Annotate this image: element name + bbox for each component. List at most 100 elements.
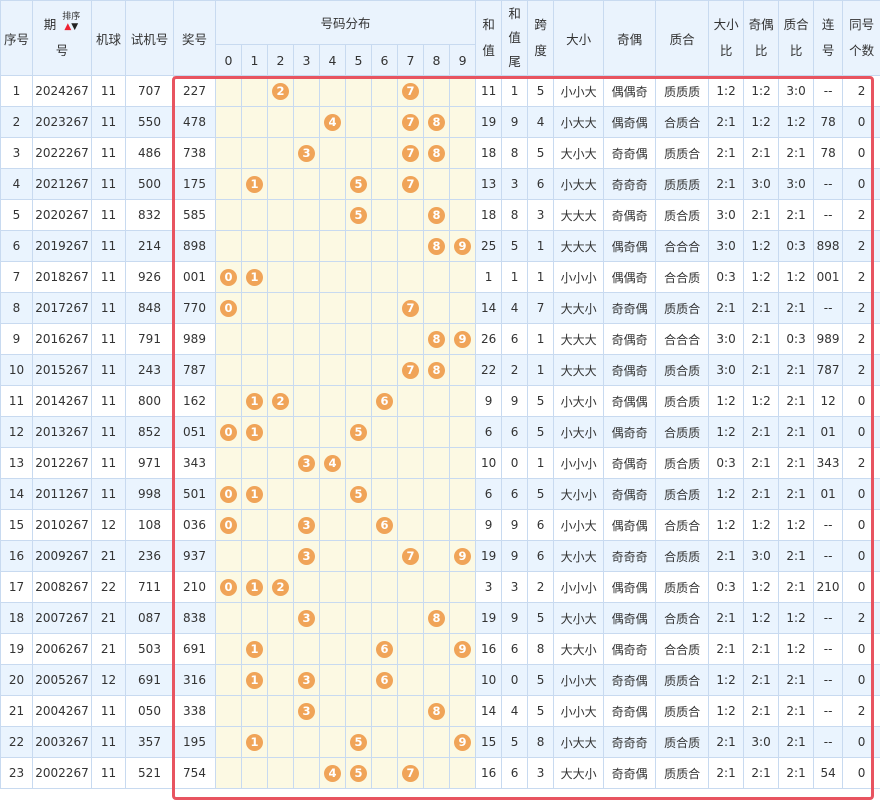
- cell-same: 2: [842, 447, 880, 479]
- dist-cell-7: 7: [397, 354, 424, 386]
- digit-ball: 4: [324, 113, 341, 131]
- cell-bs: 小小大: [553, 509, 605, 541]
- cell-consec: --: [813, 199, 844, 231]
- cell-span: 1: [527, 354, 555, 386]
- cell-same: 2: [842, 695, 880, 727]
- dist-cell-3: [293, 323, 320, 355]
- cell-trial: 243: [125, 354, 174, 386]
- cell-consec: 343: [813, 447, 844, 479]
- header-issue[interactable]: 期 排序 ▲▼ 号: [32, 0, 92, 76]
- dist-cell-0: [215, 106, 242, 138]
- cell-oer: 2:1: [743, 292, 780, 324]
- cell-sum: 19: [475, 602, 503, 634]
- dist-cell-2: [267, 416, 294, 448]
- digit-ball: 5: [350, 175, 367, 193]
- dist-cell-4: [319, 540, 346, 572]
- cell-oer: 1:2: [743, 571, 780, 603]
- cell-prize: 343: [173, 447, 216, 479]
- cell-same: 0: [842, 106, 880, 138]
- dist-cell-2: [267, 292, 294, 324]
- cell-pcr: 2:1: [778, 292, 815, 324]
- cell-span: 5: [527, 664, 555, 696]
- sort-down-icon: ▼: [71, 22, 79, 32]
- dist-cell-4: [319, 385, 346, 417]
- cell-machine: 11: [91, 106, 126, 138]
- dist-cell-6: [371, 447, 398, 479]
- dist-cell-2: [267, 199, 294, 231]
- cell-span: 3: [527, 757, 555, 789]
- dist-cell-3: [293, 757, 320, 789]
- dist-cell-0: [215, 354, 242, 386]
- cell-prize: 691: [173, 633, 216, 665]
- dist-cell-2: [267, 726, 294, 758]
- table-row: 20 2005267 12 691 316 1 3 6 10 0 5 小小大 奇奇偶 质质合 1:2 2:1 2…: [0, 664, 880, 696]
- cell-pc: 合质合: [655, 602, 710, 634]
- sort-toggle[interactable]: 排序 ▲▼: [62, 12, 81, 32]
- cell-bsr: 1:2: [708, 385, 745, 417]
- dist-cell-1: [241, 540, 268, 572]
- cell-bs: 小小大: [553, 75, 605, 107]
- cell-pc: 合质质: [655, 540, 710, 572]
- cell-machine: 11: [91, 323, 126, 355]
- dist-cell-5: 5: [345, 757, 372, 789]
- digit-ball: 1: [246, 268, 263, 286]
- dist-cell-1: 1: [241, 726, 268, 758]
- cell-same: 0: [842, 478, 880, 510]
- header-digit-5: 5: [345, 44, 372, 76]
- dist-cell-5: [345, 602, 372, 634]
- cell-machine: 11: [91, 199, 126, 231]
- header-span: 跨度: [527, 0, 555, 76]
- dist-cell-9: [448, 757, 477, 789]
- cell-consec: --: [813, 633, 844, 665]
- dist-cell-6: [371, 416, 398, 448]
- cell-bsr: 2:1: [708, 106, 745, 138]
- digit-ball: 3: [298, 144, 315, 162]
- cell-sum: 18: [475, 199, 503, 231]
- cell-prize: 754: [173, 757, 216, 789]
- cell-trial: 503: [125, 633, 174, 665]
- cell-consec: 898: [813, 230, 844, 262]
- digit-ball: 8: [428, 206, 445, 224]
- cell-span: 5: [527, 416, 555, 448]
- cell-pcr: 2:1: [778, 478, 815, 510]
- cell-pc: 质质质: [655, 168, 710, 200]
- dist-cell-6: 6: [371, 633, 398, 665]
- digit-ball: 3: [298, 702, 315, 720]
- dist-cell-8: [423, 540, 450, 572]
- digit-ball: 1: [246, 733, 263, 751]
- table-row: 21 2004267 11 050 338 3 8 14 4 5 小小大 奇奇偶 质质合 1:2 2:1 2:…: [0, 695, 880, 727]
- cell-bs: 小大小: [553, 385, 605, 417]
- cell-prize: 051: [173, 416, 216, 448]
- cell-pc: 合质合: [655, 509, 710, 541]
- cell-same: 2: [842, 75, 880, 107]
- dist-cell-5: 5: [345, 199, 372, 231]
- dist-cell-6: [371, 726, 398, 758]
- cell-span: 6: [527, 168, 555, 200]
- dist-cell-5: 5: [345, 416, 372, 448]
- table-row: 13 2012267 11 971 343 3 4 10 0 1 小小小 奇偶奇 质合质 0:3 2:1 2:…: [0, 447, 880, 479]
- cell-oer: 2:1: [743, 137, 780, 169]
- dist-cell-9: [448, 602, 477, 634]
- dist-cell-3: [293, 416, 320, 448]
- cell-issue: 2021267: [32, 168, 92, 200]
- digit-ball: 7: [402, 144, 419, 162]
- cell-consec: 01: [813, 478, 844, 510]
- digit-ball: 7: [402, 299, 419, 317]
- cell-trial: 108: [125, 509, 174, 541]
- cell-prize: 478: [173, 106, 216, 138]
- header-trial: 试机号: [125, 0, 174, 76]
- cell-sum: 1: [475, 261, 503, 293]
- dist-cell-3: [293, 106, 320, 138]
- dist-cell-9: [448, 509, 477, 541]
- dist-cell-8: 8: [423, 695, 450, 727]
- cell-prize: 989: [173, 323, 216, 355]
- cell-bs: 大小小: [553, 478, 605, 510]
- cell-sum: 10: [475, 664, 503, 696]
- table-row: 7 2018267 11 926 001 0 1 1 1 1 小小小 偶偶奇 合合质 0:3 1:2 1:2 0…: [0, 261, 880, 293]
- dist-cell-6: [371, 695, 398, 727]
- cell-seq: 7: [0, 261, 33, 293]
- cell-oer: 2:1: [743, 199, 780, 231]
- cell-machine: 11: [91, 416, 126, 448]
- digit-ball: 0: [220, 299, 237, 317]
